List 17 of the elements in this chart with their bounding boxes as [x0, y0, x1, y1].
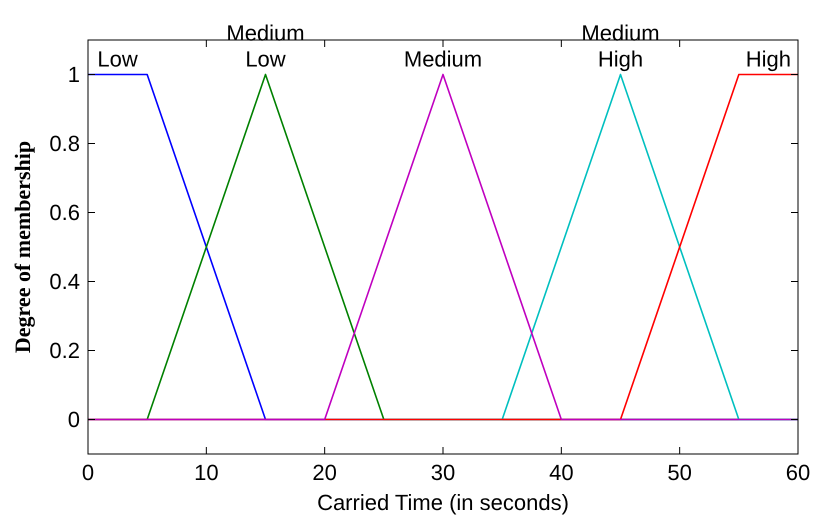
y-tick-label: 1 — [68, 62, 80, 88]
x-tick-label: 40 — [549, 460, 574, 485]
x-tick-label: 10 — [194, 460, 219, 485]
x-tick-label: 50 — [667, 460, 692, 485]
series-label: Medium — [404, 46, 482, 72]
x-tick-label: 60 — [786, 460, 810, 485]
series-label: Low — [97, 46, 138, 72]
y-tick-label: 0.4 — [49, 269, 80, 294]
y-tick-label: 0.2 — [49, 338, 80, 364]
y-tick-label: 0.6 — [49, 200, 80, 226]
x-axis-title: Carried Time (in seconds) — [317, 490, 569, 515]
y-axis-title: Degree of membership — [10, 140, 35, 354]
x-tick-label: 20 — [312, 460, 337, 485]
y-tick-label: 0.8 — [49, 131, 80, 156]
x-tick-label: 30 — [430, 460, 456, 485]
series-label: High — [746, 46, 792, 72]
y-tick-label: 0 — [68, 407, 80, 432]
